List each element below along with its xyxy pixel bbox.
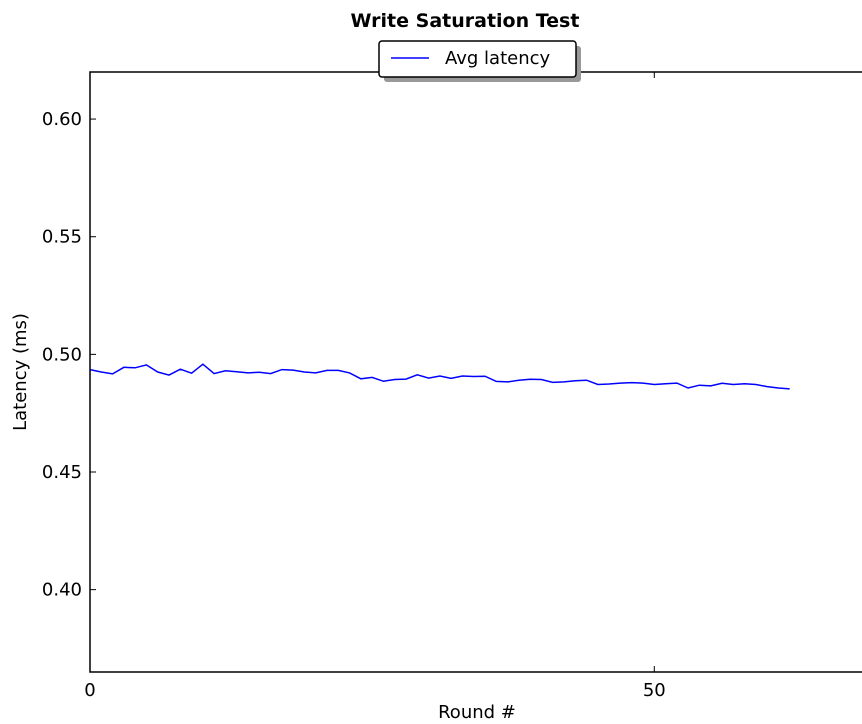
y-axis-ticks: 0.40 0.45 0.50 0.55 0.60 — [42, 109, 96, 601]
chart-title: Write Saturation Test — [351, 10, 580, 32]
legend: Avg latency — [378, 40, 581, 82]
plot-area — [90, 72, 862, 672]
x-tick-label: 0 — [84, 680, 95, 701]
legend-box — [378, 40, 577, 78]
x-tick-label: 50 — [643, 680, 666, 701]
y-tick-label: 0.55 — [42, 227, 82, 248]
y-tick-label: 0.50 — [42, 344, 82, 365]
y-tick-label: 0.40 — [42, 580, 82, 601]
x-axis-label: Round # — [438, 702, 516, 723]
y-axis-label: Latency (ms) — [10, 313, 31, 431]
y-tick-label: 0.45 — [42, 462, 82, 483]
legend-label-avg-latency: Avg latency — [445, 48, 551, 69]
y-tick-label: 0.60 — [42, 109, 82, 130]
series-line-avg-latency — [89, 363, 790, 390]
